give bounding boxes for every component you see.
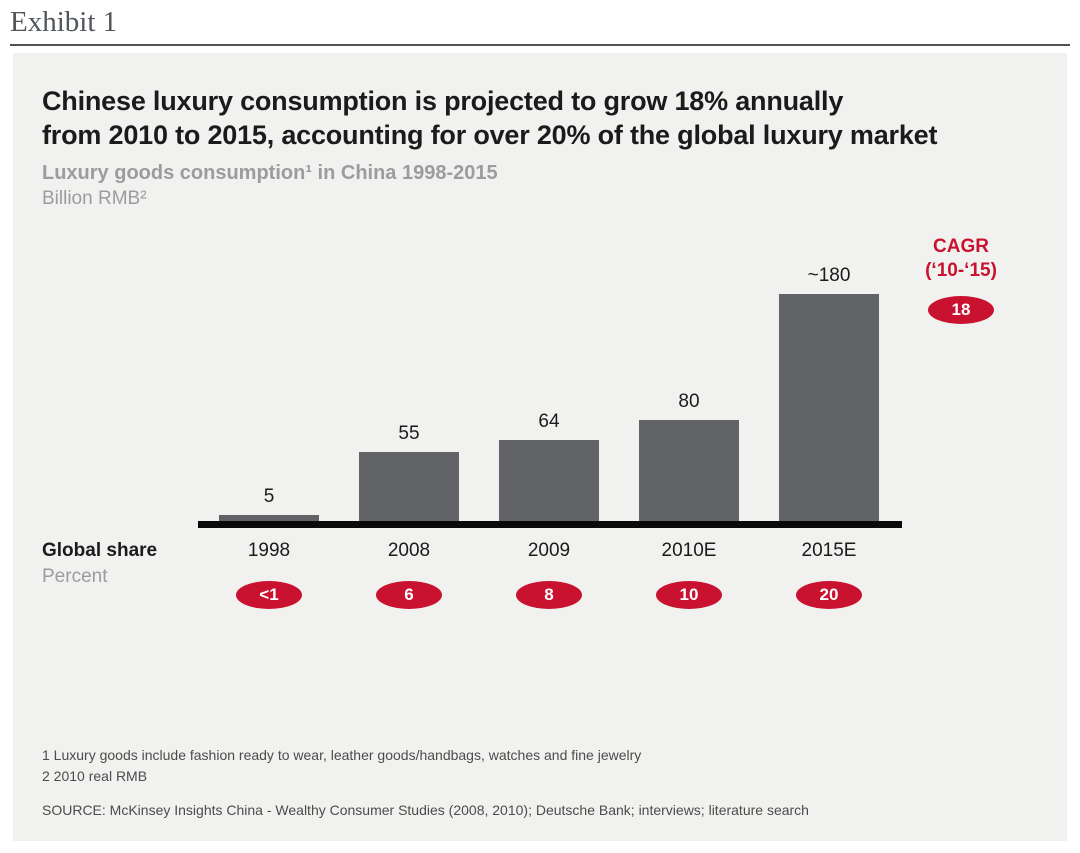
x-axis-line [198,521,902,528]
x-tick-label: 2015E [801,540,857,561]
footnote-2: 2 2010 real RMB [42,768,148,784]
bar-value-label: ~180 [807,265,851,286]
global-share-badge: 10 [656,581,722,609]
cagr-label-line2: (‘10-‘15) [925,260,997,281]
bar-chart: CAGR (‘10-‘15) 18 Global share Percent 5… [13,53,1067,841]
bar-value-label: 5 [263,486,275,507]
bar-value-label: 64 [538,411,560,432]
bar-1998 [219,515,319,521]
exhibit-number-label: Exhibit 1 [10,6,118,38]
chart-headline: Chinese luxury consumption is projected … [42,84,937,152]
chart-headline-line1: Chinese luxury consumption is projected … [42,86,844,116]
chart-unit-label: Billion RMB² [42,188,147,209]
bar-value-label: 80 [678,391,700,412]
bar-value-label: 55 [398,423,420,444]
chart-subtitle: Luxury goods consumption¹ in China 1998-… [42,162,498,184]
cagr-block: CAGR (‘10-‘15) 18 [901,235,1021,324]
source-line: SOURCE: McKinsey Insights China - Wealth… [42,802,809,818]
global-share-badge: 20 [796,581,862,609]
footnote-1: 1 Luxury goods include fashion ready to … [42,747,642,763]
exhibit-panel: Chinese luxury consumption is projected … [13,53,1067,841]
global-share-row-label: Global share [42,540,158,561]
cagr-value-badge: 18 [928,296,994,324]
exhibit-divider-rule [10,44,1070,46]
footnotes: 1 Luxury goods include fashion ready to … [42,745,641,787]
chart-headline-line2: from 2010 to 2015, accounting for over 2… [42,120,938,150]
bar-2008 [359,452,459,521]
cagr-label-line1: CAGR [933,236,989,257]
x-tick-label: 2009 [527,540,571,561]
x-tick-label: 1998 [247,540,291,561]
cagr-label: CAGR (‘10-‘15) [901,235,1021,283]
bar-2015E [779,294,879,521]
x-tick-label: 2008 [387,540,431,561]
x-tick-label: 2010E [661,540,717,561]
global-share-badge: 6 [376,581,442,609]
bar-2009 [499,440,599,521]
bar-2010E [639,420,739,521]
global-share-badge: 8 [516,581,582,609]
global-share-badge: <1 [236,581,302,609]
percent-row-sublabel: Percent [42,566,108,587]
